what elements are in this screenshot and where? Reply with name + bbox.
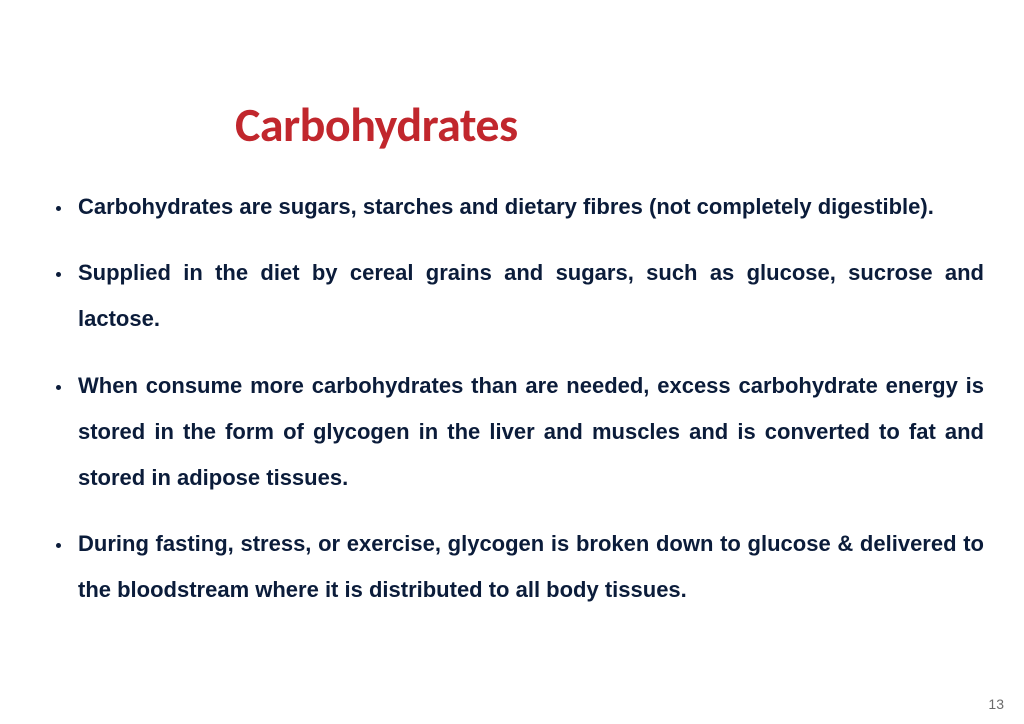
- list-item: When consume more carbohydrates than are…: [50, 363, 984, 502]
- list-item: Carbohydrates are sugars, starches and d…: [50, 184, 984, 230]
- bullet-list: Carbohydrates are sugars, starches and d…: [40, 184, 984, 614]
- page-number: 13: [988, 696, 1004, 712]
- slide-container: Carbohydrates Carbohydrates are sugars, …: [0, 0, 1024, 724]
- slide-title: Carbohydrates: [235, 95, 984, 154]
- list-item: Supplied in the diet by cereal grains an…: [50, 250, 984, 342]
- list-item: During fasting, stress, or exercise, gly…: [50, 521, 984, 613]
